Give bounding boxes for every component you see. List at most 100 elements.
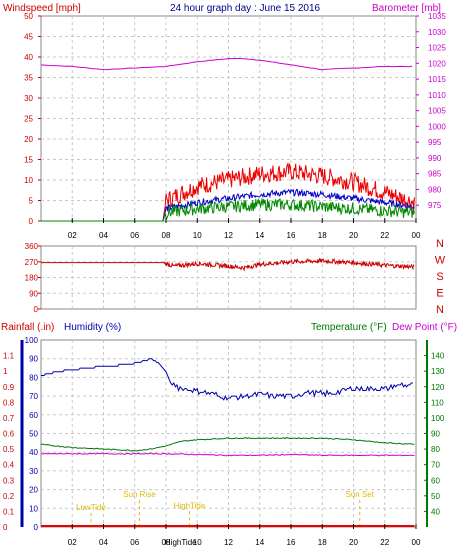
gust-line (41, 162, 415, 222)
humidity-line (41, 358, 413, 401)
compass-label: N (436, 238, 444, 250)
temperature-tick-label: 120 (431, 383, 445, 392)
humidity-tick-label: 80 (29, 373, 38, 382)
x-tick-label: 12 (224, 231, 233, 240)
x-tick-label: 22 (380, 231, 389, 240)
x-tick-label: 16 (287, 538, 296, 547)
barometer-tick-label: 1035 (428, 12, 446, 21)
humidity-tick-label: 70 (29, 392, 38, 401)
wind-tick-label: 25 (24, 115, 33, 124)
humidity-tick-label: 40 (29, 448, 38, 457)
x-tick-label: 06 (130, 538, 139, 547)
wind-tick-label: 10 (24, 176, 33, 185)
compass-label: S (436, 271, 443, 283)
temperature-tick-label: 80 (431, 445, 440, 454)
x-tick-label: 04 (99, 231, 108, 240)
barometer-tick-label: 1030 (428, 28, 446, 37)
compass-label: N (436, 304, 444, 316)
barometer-tick-label: 1000 (428, 122, 446, 131)
x-tick-label: 04 (99, 538, 108, 547)
x-tick-label: 02 (68, 231, 77, 240)
annotation-label: Sun Rise (123, 490, 156, 499)
temperature-line (40, 437, 415, 452)
wind-tick-label: 0 (29, 217, 34, 226)
temperature-tick-label: 50 (431, 492, 440, 501)
wind-tick-label: 15 (24, 156, 33, 165)
x-tick-label: 22 (380, 538, 389, 547)
humidity-tick-label: 50 (29, 430, 38, 439)
x-tick-label: 08 (162, 538, 171, 547)
x-tick-label: 08 (162, 231, 171, 240)
barometer-axis-title: Barometer [mb] (372, 3, 441, 14)
x-tick-label: 14 (255, 231, 264, 240)
temperature-tick-label: 60 (431, 476, 440, 485)
barometer-tick-label: 1010 (428, 91, 446, 100)
humidity-tick-label: 20 (29, 486, 38, 495)
wind-tick-label: 30 (24, 94, 33, 103)
barometer-tick-label: 1025 (428, 44, 446, 53)
rain-tick-label: 0.8 (3, 398, 15, 407)
direction-tick-label: 90 (29, 289, 38, 298)
rain-tick-label: 0.9 (3, 383, 15, 392)
direction-tick-label: 180 (25, 274, 39, 283)
dewpoint-axis-title: Dew Point (°F) (392, 322, 457, 333)
humidity-tick-label: 10 (29, 504, 38, 513)
x-tick-label: 12 (224, 538, 233, 547)
direction-line (41, 257, 415, 272)
rain-tick-label: 0 (3, 523, 8, 532)
x-tick-label: 00 (412, 231, 421, 240)
x-tick-label: 16 (287, 231, 296, 240)
temperature-tick-label: 130 (431, 367, 445, 376)
humidity-tick-label: 30 (29, 467, 38, 476)
rain-tick-label: 0.7 (3, 414, 15, 423)
rain-tick-label: 0.5 (3, 445, 15, 454)
barometer-tick-label: 975 (428, 201, 442, 210)
annotation-label: LowTide (76, 503, 106, 512)
x-tick-label: 10 (193, 538, 202, 547)
barometer-tick-label: 1020 (428, 59, 446, 68)
temperature-tick-label: 110 (431, 398, 444, 407)
x-tick-label: 02 (68, 538, 77, 547)
rainfall-axis-title: Rainfall (.in) (1, 322, 54, 333)
wind-tick-label: 5 (29, 197, 34, 206)
humidity-temperature-panel: 0 0.1 0.2 0.3 0.4 0.5 0.6 0.7 0.8 0.9 1 1.1 0 10 20 30 4… (3, 336, 445, 547)
humidity-axis-title: Humidity (%) (64, 322, 121, 333)
x-tick-label: 14 (255, 538, 264, 547)
rain-tick-label: 0.6 (3, 430, 15, 439)
barometer-tick-label: 985 (428, 170, 442, 179)
barometer-line (40, 57, 413, 71)
wind-tick-label: 45 (24, 33, 33, 42)
temperature-tick-label: 100 (431, 414, 445, 423)
humidity-tick-label: 100 (25, 336, 39, 345)
temperature-axis-title: Temperature (°F) (311, 322, 387, 333)
compass-label: E (436, 288, 443, 300)
humidity-tick-label: 90 (29, 355, 38, 364)
compass-label: W (435, 255, 446, 267)
x-tick-label: 00 (412, 538, 421, 547)
annotation-label: HighTide (165, 538, 197, 547)
barometer-tick-label: 1015 (428, 75, 446, 84)
annotation-label: HighTide (174, 501, 206, 510)
temperature-tick-label: 40 (431, 507, 440, 516)
wind-barometer-panel: 0510152025303540455097598098599099510001… (24, 12, 446, 240)
rain-tick-label: 1.1 (3, 352, 15, 361)
x-tick-label: 20 (349, 538, 358, 547)
barometer-tick-label: 1005 (428, 107, 446, 116)
direction-tick-label: 0 (34, 305, 39, 314)
x-tick-label: 10 (193, 231, 202, 240)
humidity-tick-label: 0 (34, 523, 39, 532)
temperature-tick-label: 70 (431, 461, 440, 470)
rain-tick-label: 0.4 (3, 461, 15, 470)
wind-axis-title: Windspeed [mph] (3, 3, 81, 14)
barometer-tick-label: 980 (428, 185, 442, 194)
annotation-label: Sun Set (346, 490, 375, 499)
rain-tick-label: 1 (3, 367, 8, 376)
dewpoint-line (40, 452, 415, 457)
humidity-tick-label: 60 (29, 411, 38, 420)
temperature-tick-label: 140 (431, 352, 445, 361)
rain-tick-label: 0.2 (3, 492, 15, 501)
x-tick-label: 20 (349, 231, 358, 240)
x-tick-label: 18 (318, 538, 327, 547)
